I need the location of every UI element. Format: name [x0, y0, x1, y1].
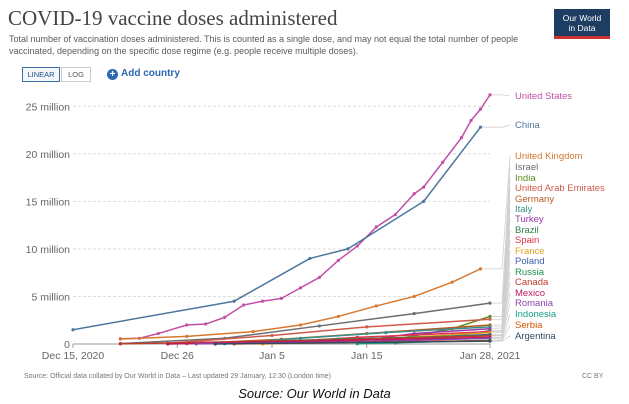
- legend-label: China: [515, 120, 541, 131]
- data-point: [242, 303, 245, 306]
- data-point: [318, 276, 321, 279]
- data-point: [195, 342, 198, 345]
- data-point: [479, 126, 482, 129]
- data-point: [251, 330, 254, 333]
- series-lines: [71, 93, 491, 345]
- chart-card: COVID-19 vaccine doses administered Tota…: [0, 0, 629, 404]
- data-point: [233, 300, 236, 303]
- series-line: [120, 95, 490, 339]
- data-point: [299, 337, 302, 340]
- data-point: [71, 328, 74, 331]
- data-point: [488, 315, 491, 318]
- footer-license[interactable]: CC BY: [582, 373, 603, 380]
- image-caption: Source: Our World in Data: [0, 386, 629, 401]
- legend-label: Canada: [515, 277, 549, 288]
- data-point: [356, 244, 359, 247]
- data-point: [166, 342, 169, 345]
- data-point: [261, 300, 264, 303]
- footer-source: Source: Official data collated by Our Wo…: [24, 373, 331, 380]
- y-tick-label: 25 million: [26, 101, 71, 113]
- data-point: [394, 213, 397, 216]
- data-point: [422, 200, 425, 203]
- legend-label: Turkey: [515, 214, 544, 225]
- data-point: [185, 323, 188, 326]
- data-point: [223, 316, 226, 319]
- data-point: [157, 332, 160, 335]
- data-point: [185, 335, 188, 338]
- x-tick-label: Jan 15: [351, 350, 383, 362]
- data-point: [299, 286, 302, 289]
- data-point: [413, 192, 416, 195]
- legend-label: Israel: [515, 162, 538, 173]
- x-tick-label: Dec 26: [161, 350, 194, 362]
- data-point: [270, 334, 273, 337]
- data-point: [204, 322, 207, 325]
- legend-label: United States: [515, 91, 572, 102]
- data-point: [413, 312, 416, 315]
- grid-lines: [73, 106, 490, 344]
- legend-label: Indonesia: [515, 309, 557, 320]
- data-point: [479, 108, 482, 111]
- line-chart: 0 5 million 10 million 15 million 20 million…: [0, 0, 629, 372]
- y-axis-ticks: 0 5 million 10 million 15 million 20 million…: [26, 101, 71, 351]
- data-point: [413, 295, 416, 298]
- legend-label: Spain: [515, 235, 539, 246]
- x-tick-label: Jan 5: [259, 350, 285, 362]
- data-point: [119, 342, 122, 345]
- data-point: [441, 161, 444, 164]
- legend-label: Serbia: [515, 320, 543, 331]
- data-point: [346, 247, 349, 250]
- data-point: [488, 302, 491, 305]
- data-point: [488, 93, 491, 96]
- data-point: [375, 304, 378, 307]
- data-point: [450, 281, 453, 284]
- data-point: [308, 257, 311, 260]
- data-point: [318, 324, 321, 327]
- data-point: [469, 119, 472, 122]
- x-axis-ticks: Dec 15, 2020 Dec 26 Jan 5 Jan 15 Jan 28, 202…: [42, 344, 521, 362]
- y-tick-label: 20 million: [26, 149, 71, 161]
- legend-leader: [483, 125, 510, 127]
- data-point: [119, 337, 122, 340]
- data-point: [337, 259, 340, 262]
- legend-leader: [492, 95, 510, 96]
- y-tick-label: 5 million: [31, 291, 70, 303]
- y-tick-label: 10 million: [26, 244, 71, 256]
- data-point: [365, 325, 368, 328]
- legend-label: Poland: [515, 256, 545, 267]
- legend-label: Romania: [515, 298, 554, 309]
- y-tick-label: 15 million: [26, 196, 71, 208]
- legend-label: Argentina: [515, 331, 556, 342]
- data-point: [214, 342, 217, 345]
- data-point: [488, 340, 491, 343]
- data-point: [488, 318, 491, 321]
- legend-label: United Arab Emirates: [515, 183, 605, 194]
- x-tick-label: Dec 15, 2020: [42, 350, 105, 362]
- data-point: [384, 331, 387, 334]
- data-point: [337, 315, 340, 318]
- x-tick-label: Jan 28, 2021: [460, 350, 521, 362]
- data-point: [422, 185, 425, 188]
- data-point: [280, 297, 283, 300]
- legend-label: United Kingdom: [515, 151, 583, 162]
- data-point: [460, 136, 463, 139]
- data-point: [299, 323, 302, 326]
- data-point: [375, 225, 378, 228]
- data-point: [479, 267, 482, 270]
